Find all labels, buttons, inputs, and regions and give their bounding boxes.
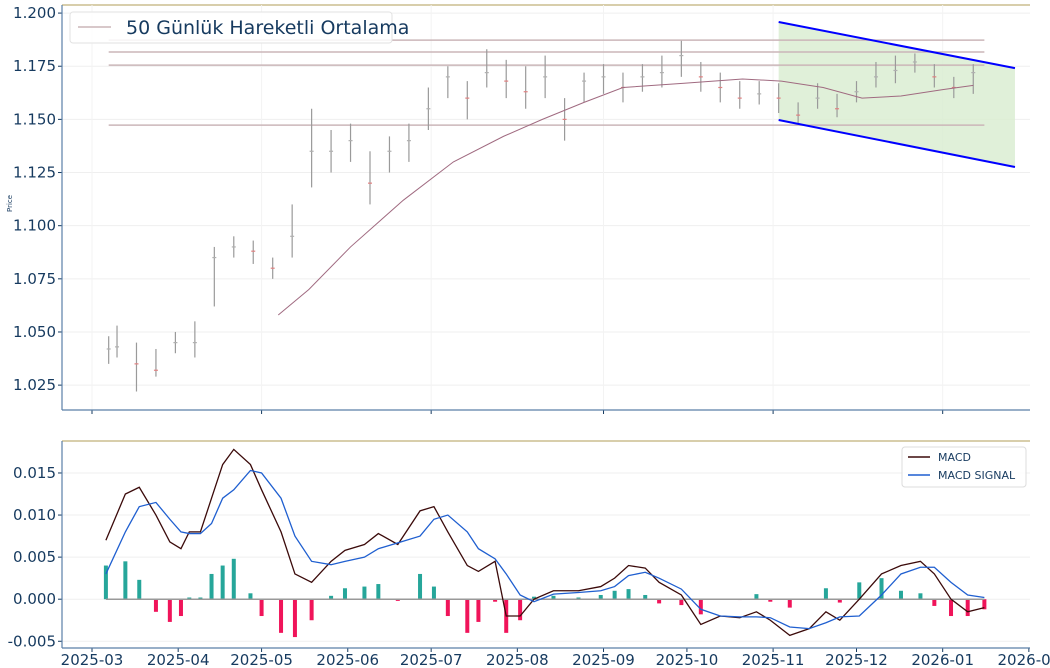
histogram-bar xyxy=(465,599,470,633)
histogram-bar xyxy=(209,573,214,600)
histogram-bar xyxy=(626,589,631,600)
x-tick-label: 2025-08 xyxy=(486,651,549,668)
histogram-bar xyxy=(279,599,284,633)
histogram-bar xyxy=(103,565,108,600)
legend-macd-label: MACD xyxy=(938,451,971,464)
price-panel: 1.025 1.050 1.075 1.100 1.125 1.150 1.175 1.200 xyxy=(13,4,1030,414)
legend-signal-label: MACD SIGNAL xyxy=(938,469,1016,482)
legend-ma-label: 50 Günlük Hareketli Ortalama xyxy=(126,17,409,39)
histogram-bar xyxy=(445,599,450,617)
histogram-bar xyxy=(187,597,192,600)
histogram-bar xyxy=(982,599,987,610)
histogram-bar xyxy=(329,595,334,600)
histogram-bar xyxy=(137,579,142,600)
histogram-bar xyxy=(754,594,759,600)
histogram-bar xyxy=(551,595,556,600)
x-tick-label: 2026-01 xyxy=(911,651,974,668)
histogram-bar xyxy=(918,593,923,600)
channel-fill xyxy=(778,22,1015,167)
x-tick-label: 2025-10 xyxy=(656,651,719,668)
histogram-bar xyxy=(532,596,537,600)
histogram-bar xyxy=(493,599,498,602)
histogram-bar xyxy=(220,565,225,600)
histogram-bar xyxy=(395,599,400,601)
histogram-bar xyxy=(178,599,183,617)
x-tick-label: 2025-04 xyxy=(147,651,210,668)
histogram-bar xyxy=(598,594,603,600)
y-tick-label: 1.025 xyxy=(13,376,56,394)
y-tick-label: 1.050 xyxy=(13,323,56,341)
histogram-bar xyxy=(198,597,203,600)
histogram-bar xyxy=(418,573,423,600)
y-tick-label: 0.015 xyxy=(13,464,56,482)
y-tick-label: 1.150 xyxy=(13,110,56,128)
histogram-bar xyxy=(643,594,648,600)
histogram-bar xyxy=(342,588,347,600)
y-tick-label: -0.005 xyxy=(8,632,56,650)
histogram-bar xyxy=(857,582,862,600)
histogram-bar xyxy=(768,599,773,602)
y-tick-label: 1.200 xyxy=(13,4,56,22)
y-tick-label: 1.175 xyxy=(13,57,56,75)
histogram-bar xyxy=(476,599,481,622)
histogram-bar xyxy=(657,599,662,604)
histogram-bar xyxy=(123,561,128,600)
histogram-bar xyxy=(823,588,828,600)
x-tick-label: 2025-05 xyxy=(230,651,293,668)
price-legend: 50 Günlük Hareketli Ortalama xyxy=(69,11,409,44)
histogram-bar xyxy=(679,599,684,606)
histogram-bar xyxy=(518,599,523,621)
x-tick-label: 2025-11 xyxy=(742,651,805,668)
histogram-bar xyxy=(376,584,381,600)
macd-panel: -0.005 0.000 0.005 0.010 0.015 2025-03 2025-04… xyxy=(8,440,1050,668)
y-axis-label: Price xyxy=(6,195,14,212)
histogram-bar xyxy=(949,599,954,617)
channel-upper-line xyxy=(778,21,1016,70)
histogram-bar xyxy=(431,586,436,600)
histogram-bar xyxy=(167,599,172,622)
histogram-bar xyxy=(898,590,903,600)
histogram-bar xyxy=(309,599,314,621)
x-tick-label: 2025-03 xyxy=(61,651,124,668)
histogram-bar xyxy=(879,578,884,600)
y-tick-label: 1.125 xyxy=(13,164,56,182)
macd-line xyxy=(105,448,985,637)
histogram-bar xyxy=(965,599,970,617)
histogram-bar xyxy=(362,586,367,600)
histogram-bar xyxy=(292,599,297,638)
macd-legend: MACD MACD SIGNAL xyxy=(901,446,1027,488)
histogram-bar xyxy=(248,593,253,600)
histogram-bar xyxy=(787,599,792,608)
histogram-bar xyxy=(259,599,264,617)
channel-lower-line xyxy=(778,119,1016,168)
histogram-bar xyxy=(612,590,617,600)
x-tick-label: 2026-02 xyxy=(998,651,1050,668)
y-tick-label: 1.100 xyxy=(13,217,56,235)
x-tick-label: 2025-12 xyxy=(825,651,888,668)
histogram-bar xyxy=(153,599,158,612)
y-tick-label: 0.010 xyxy=(13,506,56,524)
y-tick-label: 0.000 xyxy=(13,590,56,608)
x-tick-label: 2025-06 xyxy=(316,651,379,668)
x-tick-label: 2025-07 xyxy=(400,651,463,668)
macd-signal-line xyxy=(105,469,985,630)
x-tick-label: 2025-09 xyxy=(572,651,635,668)
histogram-bar xyxy=(698,599,703,615)
histogram-bar xyxy=(576,597,581,600)
y-tick-label: 1.075 xyxy=(13,270,56,288)
y-tick-label: 0.005 xyxy=(13,548,56,566)
moving-average-line xyxy=(277,78,974,316)
histogram-bar xyxy=(837,599,842,603)
histogram-bar xyxy=(932,599,937,606)
histogram-bar xyxy=(231,558,236,600)
